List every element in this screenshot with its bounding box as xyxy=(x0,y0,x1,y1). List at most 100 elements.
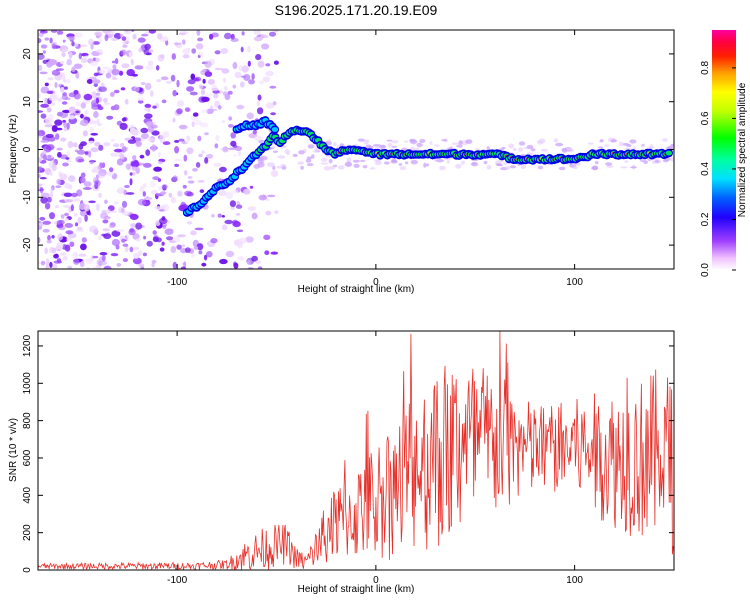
noise-blob xyxy=(233,154,237,157)
noise-blob xyxy=(130,76,136,80)
noise-blob xyxy=(66,151,70,156)
noise-blob xyxy=(92,41,100,45)
y-tick-label: 600 xyxy=(22,449,33,466)
noise-blob xyxy=(54,82,58,88)
noise-blob xyxy=(171,53,176,60)
noise-blob xyxy=(253,30,261,36)
noise-blob xyxy=(257,94,262,101)
noise-blob xyxy=(265,102,275,109)
noise-blob xyxy=(399,166,407,171)
noise-blob xyxy=(257,60,265,68)
noise-blob xyxy=(255,260,262,265)
noise-blob xyxy=(121,146,127,153)
noise-blob xyxy=(137,250,143,257)
noise-blob xyxy=(64,244,71,252)
noise-blob xyxy=(72,251,78,259)
noise-blob xyxy=(247,206,256,211)
noise-blob xyxy=(120,49,127,56)
noise-blob xyxy=(82,130,88,137)
noise-blob xyxy=(414,147,420,150)
noise-blob xyxy=(353,163,360,168)
noise-blob xyxy=(486,165,492,170)
y-tick-label: 400 xyxy=(22,487,33,504)
noise-blob xyxy=(83,181,92,187)
y-tick-label: 1000 xyxy=(22,372,33,395)
noise-blob xyxy=(71,66,76,73)
noise-blob xyxy=(182,39,186,45)
noise-blob xyxy=(64,183,72,189)
noise-blob xyxy=(57,30,64,35)
noise-blob xyxy=(111,77,118,80)
noise-blob xyxy=(230,38,239,42)
upper-branch-mid xyxy=(271,127,279,132)
noise-blob xyxy=(172,261,177,269)
noise-blob xyxy=(60,252,67,256)
noise-blob xyxy=(113,89,120,94)
noise-blob xyxy=(160,191,167,195)
noise-blob xyxy=(130,223,137,228)
snr-y-ticks: 0 200 400 600 800 1000 1200 xyxy=(22,334,674,573)
noise-blob xyxy=(145,149,151,157)
noise-blob xyxy=(456,144,463,148)
noise-blob xyxy=(501,146,506,150)
noise-blob xyxy=(187,176,193,179)
noise-blob xyxy=(157,178,162,183)
noise-blob xyxy=(40,113,47,119)
noise-blob xyxy=(178,32,186,36)
noise-blob xyxy=(98,144,104,151)
noise-blob xyxy=(416,142,423,148)
noise-blob xyxy=(174,158,183,162)
noise-blob xyxy=(47,77,54,81)
noise-blob xyxy=(61,52,66,58)
noise-blob xyxy=(151,144,157,152)
colorbar-ticks: 0.0 0.2 0.4 0.6 0.8 xyxy=(700,61,736,277)
noise-blob xyxy=(44,97,48,105)
noise-blob xyxy=(228,124,234,128)
noise-blob xyxy=(558,166,566,171)
noise-blob xyxy=(65,199,73,203)
noise-blob xyxy=(230,206,235,210)
noise-blob xyxy=(75,71,80,79)
noise-blob xyxy=(555,142,564,147)
noise-blob xyxy=(49,37,53,44)
noise-blob xyxy=(230,132,236,139)
snr-frame xyxy=(37,330,675,571)
noise-blob xyxy=(98,192,102,198)
noise-blob xyxy=(209,105,214,109)
noise-blob xyxy=(135,140,142,148)
noise-blob xyxy=(246,259,251,266)
noise-blob xyxy=(236,104,245,110)
noise-blob xyxy=(56,242,64,250)
noise-blob xyxy=(121,117,127,122)
noise-blob xyxy=(201,150,206,154)
noise-blob xyxy=(218,190,227,197)
noise-blob xyxy=(103,102,111,106)
noise-blob xyxy=(320,162,329,165)
noise-blob xyxy=(48,113,54,120)
noise-blob xyxy=(131,166,137,171)
noise-blob xyxy=(45,133,54,138)
noise-blob xyxy=(132,172,136,176)
noise-blob xyxy=(39,177,47,180)
noise-blob xyxy=(128,51,133,57)
noise-blob xyxy=(374,160,382,166)
noise-blob xyxy=(66,122,70,130)
noise-blob xyxy=(618,141,624,147)
noise-blob xyxy=(391,145,397,148)
noise-blob xyxy=(61,94,68,100)
noise-blob xyxy=(235,204,243,209)
noise-blob xyxy=(80,172,86,178)
noise-blob xyxy=(153,166,163,172)
noise-blob xyxy=(253,36,263,42)
noise-blob xyxy=(148,49,154,53)
noise-blob xyxy=(38,64,43,72)
noise-blob xyxy=(196,243,204,251)
noise-blob xyxy=(249,185,254,189)
noise-blob xyxy=(122,243,129,247)
noise-blob xyxy=(96,172,106,179)
noise-blob xyxy=(425,163,429,167)
colorbar-gradient xyxy=(712,30,736,270)
noise-blob xyxy=(137,97,145,101)
noise-blob xyxy=(122,258,128,263)
